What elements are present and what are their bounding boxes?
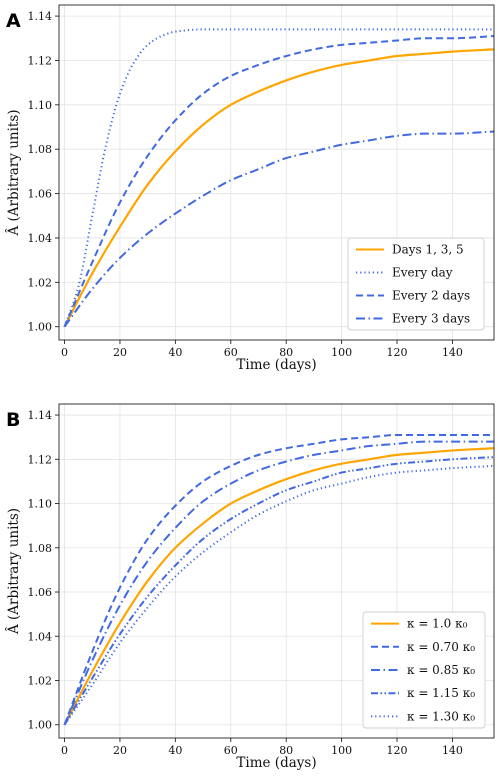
- y-tick-label: 1.02: [28, 276, 53, 289]
- legend: Days 1, 3, 5 Every day Every 2 days Every 3…: [347, 237, 485, 331]
- y-tick-label: 1.00: [28, 321, 53, 334]
- x-tick-label: 140: [442, 346, 463, 359]
- x-tick-label: 60: [224, 346, 238, 359]
- legend-entry: κ = 1.15 κ₀: [407, 686, 475, 700]
- x-tick-label: 0: [61, 744, 68, 757]
- legend-entry: Every 3 days: [392, 312, 470, 326]
- series-line-4: [63, 456, 494, 726]
- y-tick-label: 1.02: [28, 674, 53, 687]
- legend-entry: Every 2 days: [392, 289, 470, 303]
- x-tick-label: 20: [113, 346, 127, 359]
- legend-entry: κ = 1.0 κ₀: [407, 617, 468, 631]
- series-line-1: [63, 447, 494, 726]
- plot-frame: [58, 403, 495, 739]
- y-tick-label: 1.12: [28, 54, 53, 67]
- series-line-4: [63, 130, 494, 328]
- x-tick-label: 80: [279, 346, 293, 359]
- y-axis-label: Â (Arbitrary units): [6, 109, 22, 236]
- y-tick-label: 1.04: [28, 232, 53, 245]
- x-tick-label: 0: [61, 346, 68, 359]
- x-tick-label: 100: [331, 744, 352, 757]
- x-tick-label: 40: [168, 346, 182, 359]
- x-axis-label: Time (days): [236, 755, 316, 771]
- panel-letter: B: [6, 409, 20, 431]
- series-line-3: [63, 35, 494, 328]
- y-tick-label: 1.04: [28, 630, 53, 643]
- x-axis-label: Time (days): [236, 357, 316, 373]
- x-tick-label: 120: [387, 346, 408, 359]
- series-line-3: [63, 440, 494, 726]
- legend-box: [362, 611, 486, 729]
- y-tick-label: 1.10: [28, 99, 53, 112]
- x-tick-label: 140: [442, 744, 463, 757]
- x-tick-label: 60: [224, 744, 238, 757]
- legend-entry: κ = 0.85 κ₀: [407, 663, 475, 677]
- series-line-1: [63, 48, 494, 328]
- y-tick-label: 1.08: [28, 143, 53, 156]
- x-tick-label: 80: [279, 744, 293, 757]
- y-axis-label: Â (Arbitrary units): [6, 508, 22, 635]
- x-tick-label: 120: [387, 744, 408, 757]
- x-tick-label: 20: [113, 744, 127, 757]
- panel-A: 0 20 40 60 80 100 120 140 1.00 1.02 1.04 1.06 1.08 1.…: [6, 4, 495, 373]
- y-tick-label: 1.06: [28, 188, 53, 201]
- series-line-5: [63, 464, 494, 726]
- y-tick-label: 1.10: [28, 498, 53, 511]
- legend-entry: κ = 1.30 κ₀: [407, 709, 475, 723]
- legend-box: [347, 237, 485, 331]
- y-tick-label: 1.14: [28, 10, 53, 23]
- series-line-2: [63, 433, 494, 726]
- panel-B: 0 20 40 60 80 100 120 140 1.00 1.02 1.04 1.06 1.08 1.…: [6, 403, 495, 771]
- y-tick-label: 1.14: [28, 409, 53, 422]
- x-tick-label: 100: [331, 346, 352, 359]
- y-tick-label: 1.12: [28, 453, 53, 466]
- y-tick-label: 1.00: [28, 719, 53, 732]
- y-tick-label: 1.08: [28, 542, 53, 555]
- legend-entry: Every day: [392, 266, 453, 280]
- x-tick-label: 40: [168, 744, 182, 757]
- legend-entry: κ = 0.70 κ₀: [407, 640, 475, 654]
- legend-entry: Days 1, 3, 5: [392, 243, 464, 257]
- panel-letter: A: [6, 10, 21, 32]
- legend: κ = 1.0 κ₀ κ = 0.70 κ₀ κ = 0.85 κ₀ κ = 1.15…: [362, 611, 486, 729]
- plot-frame: [58, 4, 495, 341]
- y-tick-label: 1.06: [28, 586, 53, 599]
